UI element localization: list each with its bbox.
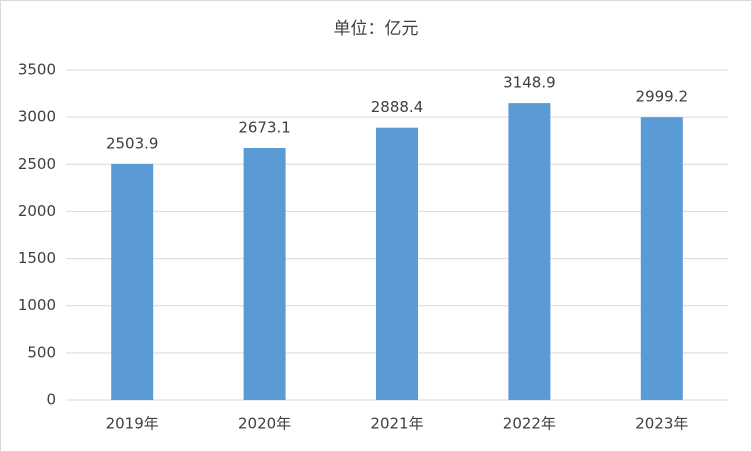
x-tick-label: 2022年: [503, 415, 556, 433]
bar: [376, 127, 418, 400]
y-tick-label: 500: [27, 343, 56, 361]
value-label: 2999.2: [636, 88, 689, 106]
y-tick-label: 0: [46, 391, 56, 409]
value-label: 3148.9: [503, 74, 556, 92]
x-tick-label: 2019年: [106, 415, 159, 433]
y-tick-label: 3500: [18, 61, 56, 79]
value-label: 2888.4: [371, 98, 424, 116]
bar: [508, 103, 551, 401]
bar: [243, 147, 286, 400]
x-tick-label: 2023年: [635, 415, 688, 433]
x-tick-label: 2021年: [370, 415, 423, 433]
y-tick-label: 1000: [18, 296, 56, 314]
y-tick-label: 2000: [18, 202, 56, 220]
value-label: 2503.9: [106, 134, 159, 152]
x-tick-label: 2020年: [238, 415, 291, 433]
bar: [111, 163, 154, 400]
y-tick-label: 1500: [18, 249, 56, 267]
chart-title: 单位：亿元: [334, 19, 419, 39]
bar: [640, 117, 683, 400]
y-tick-label: 3000: [18, 108, 56, 126]
value-label: 2673.1: [238, 118, 291, 136]
y-tick-label: 2500: [18, 155, 56, 173]
